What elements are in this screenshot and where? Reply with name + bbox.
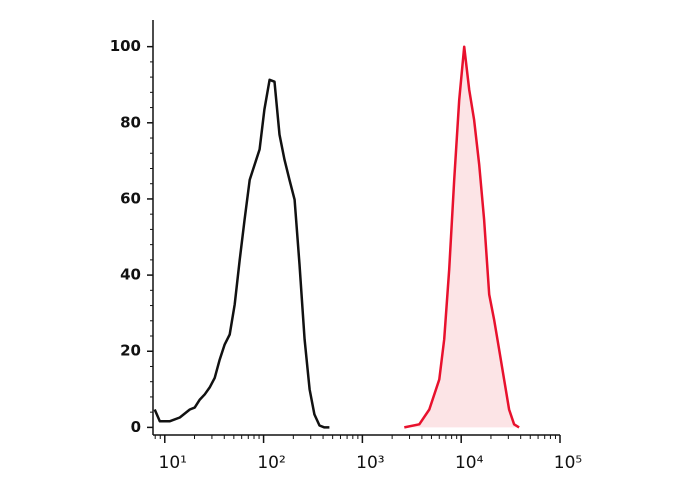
y-tick-label: 60 [120,189,141,207]
y-tick-label: 100 [110,37,141,55]
y-tick-label: 40 [120,266,141,284]
histogram-line [404,45,520,429]
x-tick-label: 10⁵ [554,453,582,473]
y-tick-label: 20 [120,342,141,360]
x-tick-label: 10¹ [159,453,187,473]
y-tick-label: 0 [131,418,141,436]
x-tick-label: 10³ [356,453,384,473]
x-tick-label: 10² [257,453,285,473]
histogram-line [153,78,330,429]
x-tick-label: 10⁴ [455,453,484,473]
y-tick-label: 80 [120,113,141,131]
area-fill [404,46,520,428]
